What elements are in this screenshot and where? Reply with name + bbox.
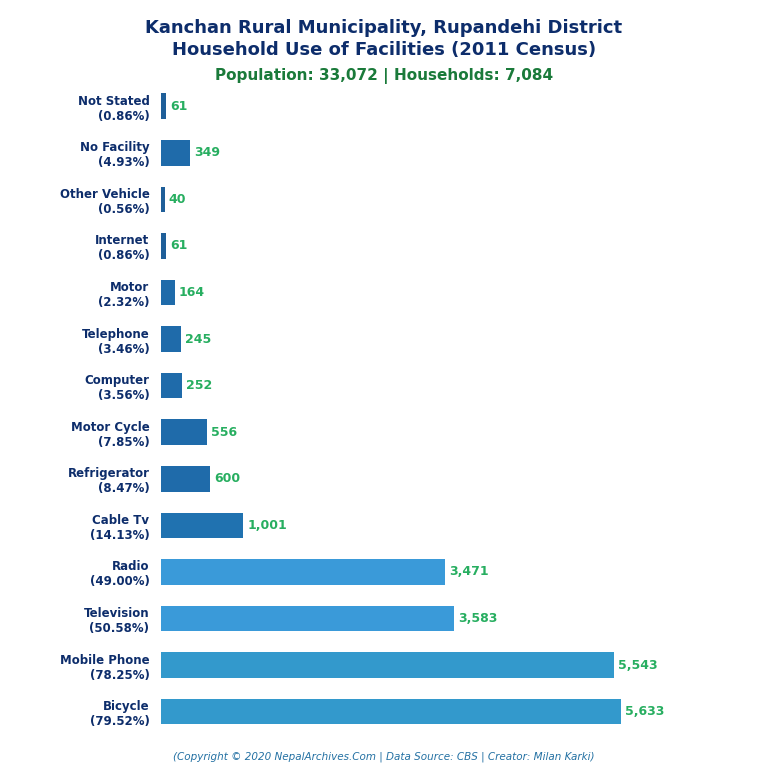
Text: (Copyright © 2020 NepalArchives.Com | Data Source: CBS | Creator: Milan Karki): (Copyright © 2020 NepalArchives.Com | Da… bbox=[174, 751, 594, 762]
Bar bbox=[161, 466, 210, 492]
Bar bbox=[161, 606, 454, 631]
Text: Kanchan Rural Municipality, Rupandehi District: Kanchan Rural Municipality, Rupandehi Di… bbox=[145, 19, 623, 37]
Bar bbox=[161, 419, 207, 445]
Text: 600: 600 bbox=[214, 472, 240, 485]
Text: 61: 61 bbox=[170, 100, 187, 113]
Text: 556: 556 bbox=[210, 425, 237, 439]
Bar bbox=[161, 326, 181, 352]
Bar bbox=[161, 280, 174, 306]
Bar bbox=[161, 140, 190, 166]
Bar bbox=[161, 187, 164, 212]
Text: 5,543: 5,543 bbox=[618, 659, 657, 671]
Bar bbox=[161, 699, 621, 724]
Text: 252: 252 bbox=[186, 379, 212, 392]
Text: 164: 164 bbox=[179, 286, 205, 299]
Text: 3,471: 3,471 bbox=[449, 565, 488, 578]
Bar bbox=[161, 233, 166, 259]
Text: Population: 33,072 | Households: 7,084: Population: 33,072 | Households: 7,084 bbox=[215, 68, 553, 84]
Text: 349: 349 bbox=[194, 147, 220, 159]
Text: 1,001: 1,001 bbox=[247, 519, 287, 532]
Bar bbox=[161, 94, 166, 119]
Bar bbox=[161, 559, 445, 584]
Bar bbox=[161, 512, 243, 538]
Text: Household Use of Facilities (2011 Census): Household Use of Facilities (2011 Census… bbox=[172, 41, 596, 58]
Text: 3,583: 3,583 bbox=[458, 612, 498, 625]
Text: 245: 245 bbox=[185, 333, 212, 346]
Bar bbox=[161, 652, 614, 678]
Bar bbox=[161, 373, 182, 399]
Text: 5,633: 5,633 bbox=[625, 705, 665, 718]
Text: 61: 61 bbox=[170, 240, 187, 253]
Text: 40: 40 bbox=[169, 193, 186, 206]
